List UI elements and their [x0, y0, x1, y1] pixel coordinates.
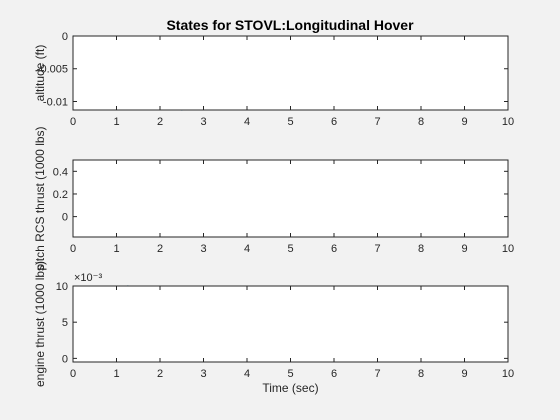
x-tick-label: 0 — [70, 368, 76, 380]
x-tick-label: 1 — [113, 368, 119, 380]
y-tick-label: -0.005 — [37, 64, 68, 76]
y-tick-label: 0 — [62, 31, 68, 43]
x-tick-label: 6 — [331, 243, 337, 255]
y-axis-label: pitch RCS thrust (1000 lbs) — [33, 126, 47, 270]
x-tick-label: 7 — [374, 368, 380, 380]
subplot-3: 0 1 2 3 4 5 6 7 8 9 10 0 5 10 ×10⁻³ engine thrust (1000… — [33, 261, 514, 395]
x-tick-label: 6 — [331, 116, 337, 128]
y-axis-label: altitude (ft) — [33, 45, 47, 102]
x-tick-label: 10 — [502, 368, 514, 380]
x-tick-label: 6 — [331, 368, 337, 380]
x-tick-label: 8 — [418, 368, 424, 380]
y-exponent-label: ×10⁻³ — [74, 272, 102, 284]
axes-frame — [72, 159, 509, 238]
x-tick-label: 3 — [200, 243, 206, 255]
x-tick-label: 4 — [244, 368, 250, 380]
axes-frame — [72, 285, 509, 363]
y-tick-label: 0.2 — [53, 189, 68, 201]
x-tick-label: 8 — [418, 116, 424, 128]
x-tick-label: 3 — [200, 116, 206, 128]
x-tick-label: 0 — [70, 116, 76, 128]
x-tick-label: 0 — [70, 243, 76, 255]
y-tick-label: 10 — [56, 281, 68, 293]
x-tick-label: 8 — [418, 243, 424, 255]
x-tick-label: 10 — [502, 243, 514, 255]
x-tick-label: 2 — [157, 243, 163, 255]
x-tick-label: 9 — [461, 368, 467, 380]
x-tick-label: 5 — [287, 243, 293, 255]
y-tick-label: 0 — [62, 212, 68, 224]
x-tick-label: 5 — [287, 368, 293, 380]
subplot-2: 0 1 2 3 4 5 6 7 8 9 10 0 0.2 0.4 pitch RCS thrust (100… — [33, 126, 514, 270]
x-tick-label: 9 — [461, 116, 467, 128]
y-tick-label: 0 — [62, 353, 68, 365]
x-tick-label: 9 — [461, 243, 467, 255]
figure-title: States for STOVL:Longitudinal Hover — [166, 17, 414, 33]
x-tick-label: 3 — [200, 368, 206, 380]
x-tick-label: 5 — [287, 116, 293, 128]
x-tick-label: 7 — [374, 116, 380, 128]
x-tick-label: 2 — [157, 116, 163, 128]
x-tick-label: 1 — [113, 243, 119, 255]
y-tick-label: -0.01 — [43, 96, 68, 108]
x-tick-label: 2 — [157, 368, 163, 380]
x-tick-label: 1 — [113, 116, 119, 128]
x-axis-label: Time (sec) — [262, 381, 318, 395]
x-tick-label: 4 — [244, 116, 250, 128]
x-tick-label: 7 — [374, 243, 380, 255]
x-tick-label: 4 — [244, 243, 250, 255]
axes-frame — [72, 35, 509, 111]
y-tick-label: 0.4 — [53, 166, 68, 178]
y-axis-label: engine thrust (1000 lbs) — [33, 261, 47, 387]
x-tick-label: 10 — [502, 116, 514, 128]
y-tick-label: 5 — [62, 317, 68, 329]
